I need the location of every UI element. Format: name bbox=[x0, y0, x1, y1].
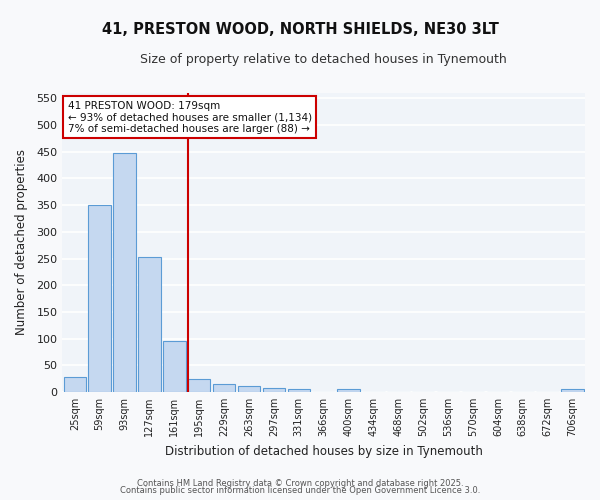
Text: 41 PRESTON WOOD: 179sqm
← 93% of detached houses are smaller (1,134)
7% of semi-: 41 PRESTON WOOD: 179sqm ← 93% of detache… bbox=[68, 100, 311, 134]
Y-axis label: Number of detached properties: Number of detached properties bbox=[15, 150, 28, 336]
Bar bbox=[138, 258, 161, 392]
Bar bbox=[263, 388, 285, 392]
X-axis label: Distribution of detached houses by size in Tynemouth: Distribution of detached houses by size … bbox=[165, 444, 482, 458]
Text: Contains public sector information licensed under the Open Government Licence 3.: Contains public sector information licen… bbox=[120, 486, 480, 495]
Bar bbox=[64, 377, 86, 392]
Text: 41, PRESTON WOOD, NORTH SHIELDS, NE30 3LT: 41, PRESTON WOOD, NORTH SHIELDS, NE30 3L… bbox=[101, 22, 499, 38]
Bar bbox=[287, 390, 310, 392]
Bar bbox=[88, 205, 111, 392]
Bar bbox=[337, 390, 360, 392]
Bar bbox=[213, 384, 235, 392]
Bar bbox=[188, 379, 211, 392]
Bar bbox=[113, 153, 136, 392]
Bar bbox=[163, 341, 185, 392]
Bar bbox=[562, 390, 584, 392]
Text: Contains HM Land Registry data © Crown copyright and database right 2025.: Contains HM Land Registry data © Crown c… bbox=[137, 478, 463, 488]
Title: Size of property relative to detached houses in Tynemouth: Size of property relative to detached ho… bbox=[140, 52, 507, 66]
Bar bbox=[238, 386, 260, 392]
